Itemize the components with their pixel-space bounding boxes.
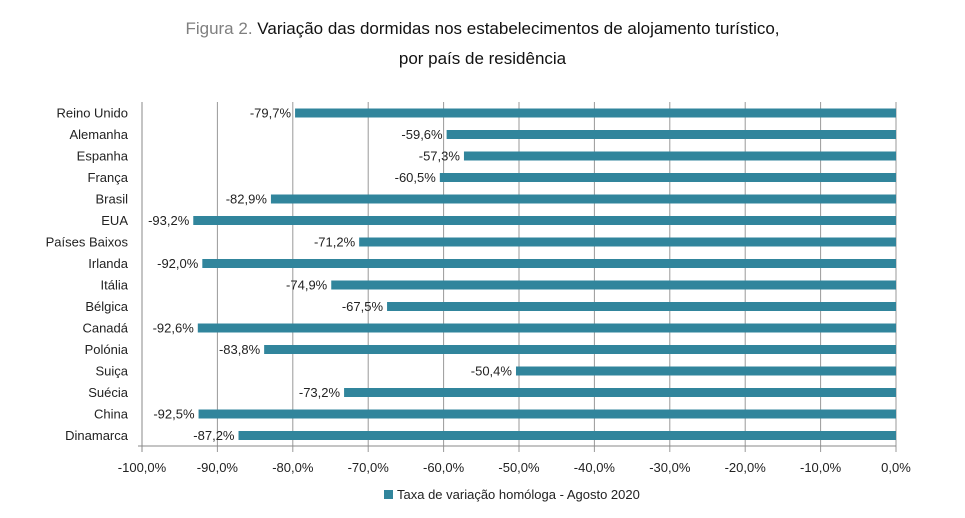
data-label: -67,5% xyxy=(342,299,384,314)
bar xyxy=(463,151,896,161)
data-label: -82,9% xyxy=(226,192,268,207)
legend-label: Taxa de variação homóloga - Agosto 2020 xyxy=(397,487,640,502)
data-label: -73,2% xyxy=(299,385,341,400)
x-tick-label: 0,0% xyxy=(881,460,911,475)
data-label: -74,9% xyxy=(286,278,328,293)
bar xyxy=(331,280,896,290)
figure-number: Figura 2. xyxy=(185,19,253,38)
title-line-2: por país de residência xyxy=(398,49,567,68)
category-label: Canadá xyxy=(82,321,128,336)
data-label: -79,7% xyxy=(250,106,292,121)
category-label: Países Baixos xyxy=(46,235,129,250)
x-tick-label: -40,0% xyxy=(574,460,616,475)
bar xyxy=(439,173,896,182)
x-tick-label: -70,0% xyxy=(348,460,390,475)
bar xyxy=(264,345,896,354)
category-label: Reino Unido xyxy=(56,106,128,121)
category-label: Suiça xyxy=(95,364,128,379)
data-label: -92,0% xyxy=(157,256,199,271)
bar xyxy=(198,409,897,419)
data-label: -92,5% xyxy=(153,407,195,422)
x-tick-label: -60,0% xyxy=(423,460,465,475)
bar xyxy=(387,302,896,311)
title-line-1: Variação das dormidas nos estabeleciment… xyxy=(257,19,780,38)
category-label: China xyxy=(94,407,129,422)
data-label: -93,2% xyxy=(148,213,190,228)
category-label: França xyxy=(88,170,129,185)
legend-swatch xyxy=(384,490,393,499)
bar xyxy=(202,259,896,268)
data-label: -57,3% xyxy=(419,149,461,164)
data-label: -92,6% xyxy=(153,321,195,336)
data-label: -50,4% xyxy=(471,364,513,379)
x-tick-label: -30,0% xyxy=(649,460,691,475)
category-label: Irlanda xyxy=(88,256,129,271)
data-label: -60,5% xyxy=(395,170,437,185)
category-label: Alemanha xyxy=(69,127,128,142)
category-label: Itália xyxy=(101,278,129,293)
bar xyxy=(515,366,896,376)
bar xyxy=(344,388,896,397)
bar xyxy=(197,323,896,333)
x-tick-label: -50,0% xyxy=(498,460,540,475)
x-tick-label: -10,0% xyxy=(800,460,842,475)
data-label: -87,2% xyxy=(193,428,235,443)
category-label: EUA xyxy=(101,213,128,228)
x-tick-label: -20,0% xyxy=(725,460,767,475)
category-label: Bélgica xyxy=(85,299,128,314)
bar xyxy=(238,431,897,440)
data-label: -83,8% xyxy=(219,342,261,357)
category-label: Dinamarca xyxy=(65,428,129,443)
data-label: -71,2% xyxy=(314,235,356,250)
data-label: -59,6% xyxy=(401,127,443,142)
bar xyxy=(295,108,896,118)
category-label: Polónia xyxy=(85,342,129,357)
x-tick-label: -90,0% xyxy=(197,460,239,475)
chart-title: Figura 2. Variação das dormidas nos esta… xyxy=(0,14,965,74)
bar xyxy=(359,237,897,247)
x-tick-label: -100,0% xyxy=(118,460,167,475)
bar xyxy=(193,216,897,225)
bar xyxy=(270,194,897,204)
bar xyxy=(446,130,896,139)
category-label: Brasil xyxy=(95,192,128,207)
category-label: Suécia xyxy=(88,385,129,400)
category-label: Espanha xyxy=(77,149,129,164)
x-tick-label: -80,0% xyxy=(272,460,314,475)
